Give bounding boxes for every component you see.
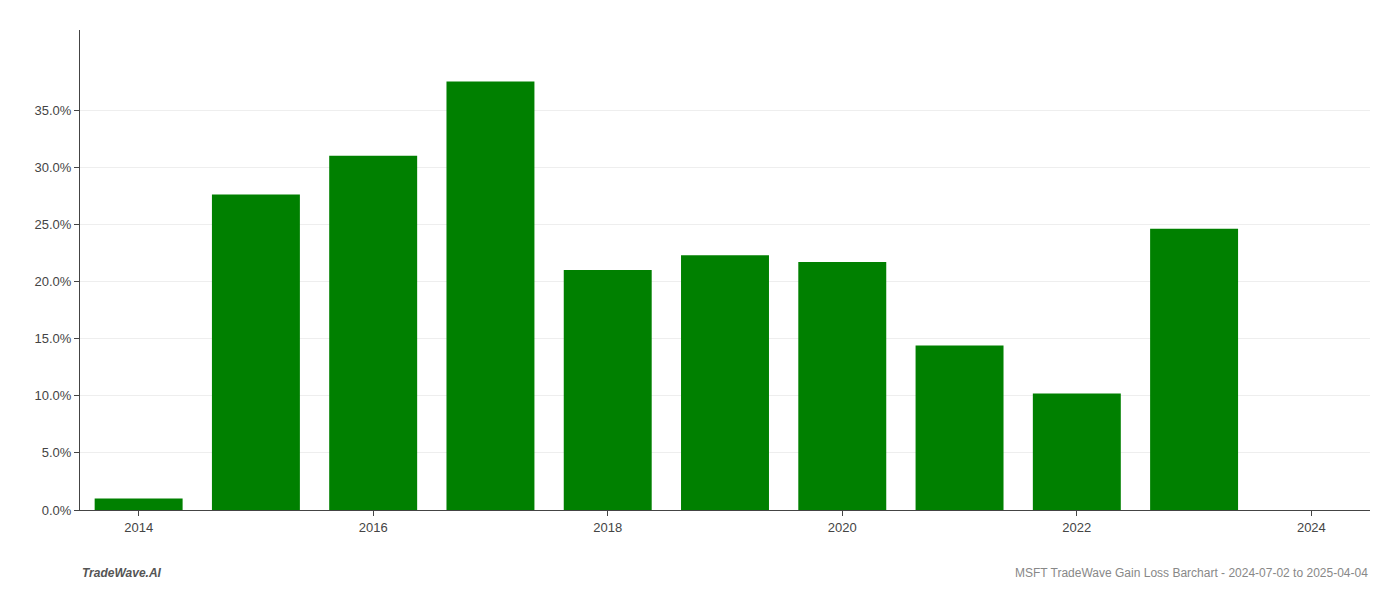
svg-text:30.0%: 30.0% — [35, 160, 72, 175]
svg-text:TradeWave.AI: TradeWave.AI — [82, 566, 162, 580]
svg-text:2016: 2016 — [359, 520, 388, 535]
svg-text:0.0%: 0.0% — [42, 503, 72, 518]
svg-text:2022: 2022 — [1062, 520, 1091, 535]
svg-text:2014: 2014 — [124, 520, 153, 535]
svg-text:10.0%: 10.0% — [35, 388, 72, 403]
svg-text:2020: 2020 — [828, 520, 857, 535]
svg-text:20.0%: 20.0% — [35, 274, 72, 289]
svg-text:2018: 2018 — [593, 520, 622, 535]
svg-text:MSFT TradeWave Gain Loss Barch: MSFT TradeWave Gain Loss Barchart - 2024… — [1015, 566, 1368, 580]
svg-text:5.0%: 5.0% — [42, 445, 72, 460]
svg-text:25.0%: 25.0% — [35, 217, 72, 232]
svg-text:15.0%: 15.0% — [35, 331, 72, 346]
svg-text:35.0%: 35.0% — [35, 103, 72, 118]
svg-text:2024: 2024 — [1297, 520, 1326, 535]
